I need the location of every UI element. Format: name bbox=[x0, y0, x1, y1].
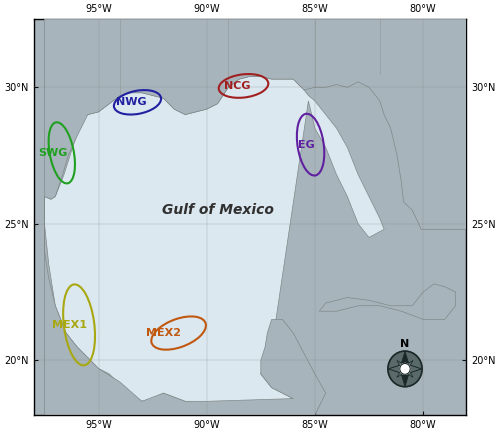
Text: Gulf of Mexico: Gulf of Mexico bbox=[162, 203, 274, 217]
Text: NCG: NCG bbox=[224, 81, 250, 91]
Polygon shape bbox=[397, 367, 407, 377]
Polygon shape bbox=[403, 361, 413, 371]
Text: SWG: SWG bbox=[38, 148, 68, 158]
Text: N: N bbox=[400, 339, 409, 349]
Polygon shape bbox=[397, 361, 407, 371]
Polygon shape bbox=[405, 364, 421, 374]
Text: EG: EG bbox=[298, 140, 314, 150]
Text: NWG: NWG bbox=[116, 97, 146, 107]
Polygon shape bbox=[388, 364, 405, 374]
Text: MEX2: MEX2 bbox=[146, 328, 181, 338]
Polygon shape bbox=[403, 367, 413, 377]
Polygon shape bbox=[319, 284, 456, 319]
Polygon shape bbox=[44, 76, 384, 410]
Polygon shape bbox=[44, 19, 467, 229]
Circle shape bbox=[388, 351, 422, 387]
Polygon shape bbox=[400, 352, 410, 369]
Text: MEX1: MEX1 bbox=[52, 320, 87, 330]
Polygon shape bbox=[400, 369, 410, 386]
Circle shape bbox=[400, 364, 410, 374]
Polygon shape bbox=[44, 197, 326, 415]
